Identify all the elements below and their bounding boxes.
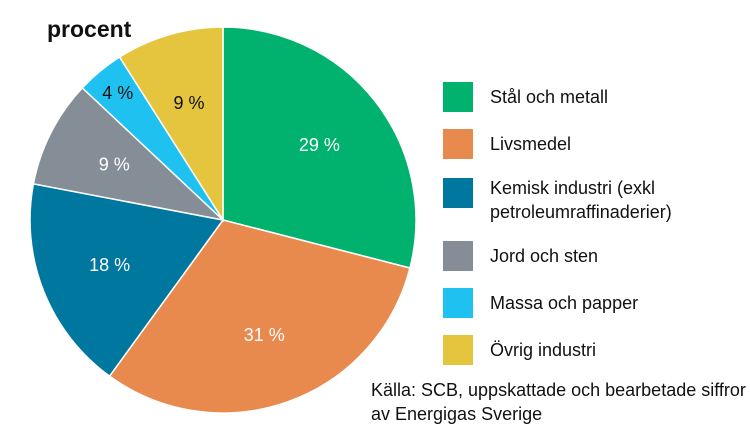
legend: Stål och metall Livsmedel Kemisk industr… <box>443 82 743 382</box>
pie-slice-label: 4 % <box>102 83 133 103</box>
pie-slice <box>29 182 225 378</box>
legend-swatch <box>443 288 473 318</box>
legend-label: Livsmedel <box>490 134 572 154</box>
pie-slice-label: 9 % <box>173 93 204 113</box>
pie-slice-label: 18 % <box>89 255 130 275</box>
legend-item-kemisk-industri: Kemisk industri (exkl petroleumraffinade… <box>443 176 743 224</box>
pie-slice-label: 9 % <box>99 155 130 175</box>
pie-slice <box>222 26 417 269</box>
pie-slice-labels: 29 % 31 % 18 % 9 % 4 % 9 % <box>89 83 340 345</box>
legend-swatch <box>443 335 473 365</box>
legend-swatch <box>443 241 473 271</box>
legend-item-stal-och-metall: Stål och metall <box>443 82 743 112</box>
legend-label: Massa och papper <box>490 293 639 313</box>
legend-label: Övrig industri <box>490 340 597 360</box>
pie-slice-label: 31 % <box>244 325 285 345</box>
legend-swatch <box>443 178 473 208</box>
legend-item-livsmedel: Livsmedel <box>443 129 743 159</box>
pie-slice <box>118 26 224 223</box>
legend-item-ovrig-industri: Övrig industri <box>443 335 743 365</box>
pie-slices <box>29 26 417 414</box>
legend-swatch <box>443 129 473 159</box>
legend-item-massa-och-papper: Massa och papper <box>443 288 743 318</box>
legend-swatch <box>443 82 473 112</box>
pie-slice-label: 29 % <box>299 135 340 155</box>
legend-label: Kemisk industri (exkl petroleumraffinade… <box>490 178 672 222</box>
pie-slice <box>32 86 226 222</box>
legend-item-jord-och-sten: Jord och sten <box>443 241 743 271</box>
source-note: Källa: SCB, uppskattade och bearbetade s… <box>371 380 746 424</box>
legend-label: Jord och sten <box>490 246 599 266</box>
legend-label: Stål och metall <box>490 87 609 107</box>
pie-slice <box>108 219 411 414</box>
unit-label: procent <box>47 16 132 42</box>
